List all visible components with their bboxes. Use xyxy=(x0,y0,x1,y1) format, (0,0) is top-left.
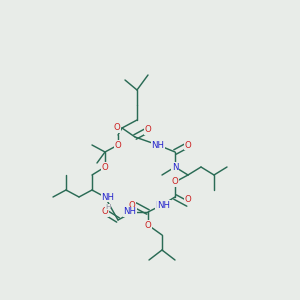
Text: O: O xyxy=(145,220,152,230)
Text: NH: NH xyxy=(155,200,169,209)
Text: N: N xyxy=(172,163,178,172)
Text: O: O xyxy=(145,125,152,134)
Text: N: N xyxy=(172,163,178,172)
Text: NH: NH xyxy=(152,140,164,149)
Text: O: O xyxy=(184,194,191,203)
Text: NH: NH xyxy=(152,140,164,149)
Text: O: O xyxy=(114,124,120,133)
Text: O: O xyxy=(129,200,135,209)
Text: O: O xyxy=(102,208,108,217)
Text: O: O xyxy=(184,140,191,149)
Text: NH: NH xyxy=(101,193,115,202)
Text: H: H xyxy=(105,204,111,210)
Text: O: O xyxy=(115,140,122,149)
Text: O: O xyxy=(172,178,178,187)
Text: O: O xyxy=(102,163,108,172)
Text: NH: NH xyxy=(158,200,170,209)
Text: NH: NH xyxy=(124,208,136,217)
Text: NH: NH xyxy=(101,193,115,202)
Text: NH: NH xyxy=(124,208,136,217)
